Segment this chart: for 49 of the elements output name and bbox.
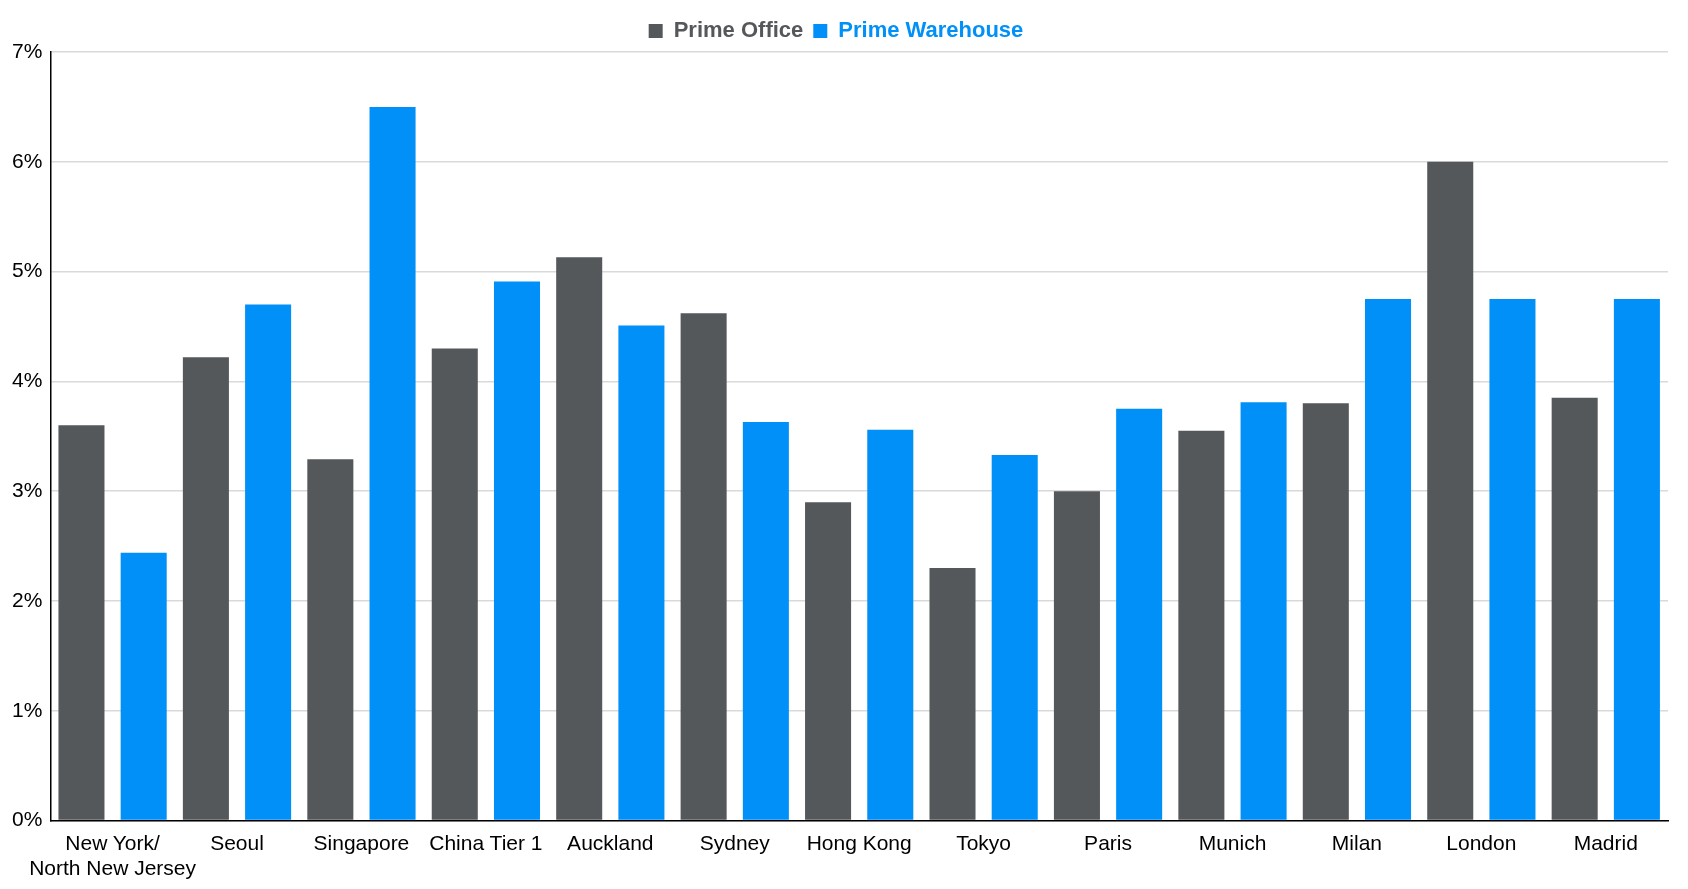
bar (1551, 397, 1598, 820)
bar (493, 281, 540, 820)
x-tick-label: Madrid (1573, 831, 1638, 854)
bar (245, 304, 292, 820)
legend-label: Prime Office (673, 17, 804, 43)
x-tick-label: London (1446, 831, 1517, 854)
y-tick-label: 2% (11, 587, 43, 611)
bar (1240, 402, 1287, 820)
y-tick-label: 1% (11, 697, 43, 721)
bar (431, 348, 478, 820)
x-tick-label: Sydney (699, 831, 771, 854)
y-tick-label: 5% (11, 258, 43, 282)
bar (1613, 299, 1660, 820)
y-tick-label: 6% (11, 148, 43, 172)
y-tick-label: 4% (11, 368, 43, 392)
bar (1178, 430, 1225, 820)
bar (369, 106, 416, 820)
bar (1053, 491, 1100, 820)
bar (867, 429, 914, 820)
y-tick-label: 0% (11, 807, 43, 831)
x-tick-label: Singapore (313, 831, 410, 854)
y-tick-label: 7% (11, 38, 43, 62)
bar (1365, 299, 1412, 820)
bar (618, 325, 665, 820)
x-tick-label: China Tier 1 (429, 831, 543, 854)
bar (182, 357, 229, 820)
x-tick-label: Seoul (210, 831, 264, 854)
x-tick-label: Hong Kong (806, 831, 912, 854)
legend-label: Prime Warehouse (838, 17, 1024, 43)
bar (120, 552, 167, 820)
bar (307, 459, 354, 820)
x-tick-label: Milan (1331, 831, 1383, 854)
x-tick-label: Paris (1084, 831, 1132, 854)
x-tick-label: Munich (1198, 831, 1267, 854)
y-tick-label: 3% (11, 478, 43, 501)
bar (742, 422, 789, 820)
bar (1302, 403, 1349, 820)
x-tick-label: Auckland (567, 831, 654, 854)
bar (58, 425, 105, 820)
bar (1116, 408, 1163, 820)
x-tick-label: New York/ North New Jersey (29, 831, 197, 880)
bar (556, 257, 603, 820)
bar (680, 313, 727, 820)
bar (1427, 161, 1474, 820)
bar (1489, 299, 1536, 820)
bar (805, 502, 852, 820)
bar (991, 454, 1038, 820)
bar (929, 568, 976, 820)
x-tick-label: Tokyo (956, 831, 1012, 854)
